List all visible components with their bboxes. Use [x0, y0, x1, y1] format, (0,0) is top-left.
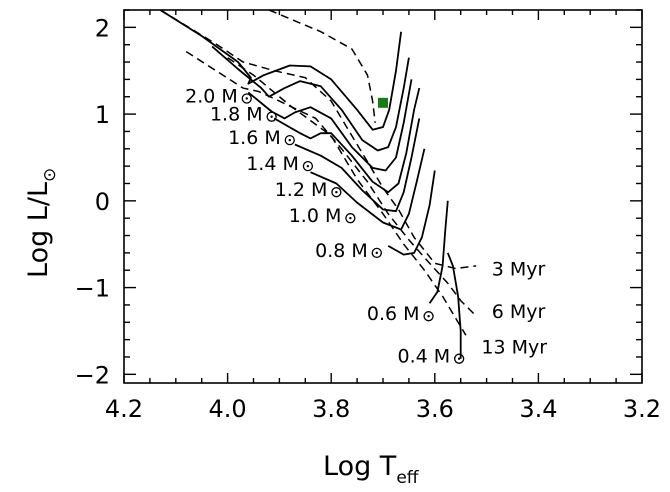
- sun-symbol-icon: [331, 187, 342, 198]
- sun-symbol-icon: [453, 353, 465, 364]
- track-1-6-m: [247, 79, 413, 172]
- sun-symbol-icon: [266, 111, 277, 122]
- highlight-square: [378, 97, 388, 108]
- sun-symbol-dot: [457, 357, 461, 360]
- y-tick-label: 2: [95, 14, 110, 42]
- track-0-4-m: [446, 252, 462, 359]
- sun-symbol-dot: [245, 97, 248, 100]
- track-2-0-m: [159, 10, 402, 131]
- sun-symbol-icon: [302, 160, 314, 172]
- track-0-6-m: [428, 200, 449, 304]
- x-tick-label: 3.4: [519, 395, 557, 423]
- mass-label-0-8-m: 0.8 M: [315, 240, 368, 262]
- sun-symbol-icon: [284, 134, 295, 146]
- x-tick-label: 3.6: [416, 395, 454, 423]
- y-axis-title: Log L/L⊙: [23, 168, 60, 278]
- sun-symbol-icon: [423, 311, 434, 322]
- y-tick-label: 0: [95, 188, 110, 216]
- mass-label-1-6-m: 1.6 M: [228, 127, 281, 149]
- mass-label-1-0-m: 1.0 M: [289, 205, 342, 227]
- mass-label-1-2-m: 1.2 M: [275, 179, 328, 201]
- y-tick-label: −2: [75, 361, 110, 389]
- x-axis-title: Log Teff: [323, 451, 420, 488]
- isochrone-top: [268, 10, 376, 123]
- mass-label-2-0-m: 2.0 M: [185, 85, 238, 107]
- isochrone-3-myr: [159, 10, 477, 270]
- track-1-2-m: [294, 118, 421, 213]
- axes: 4.2 4.0 3.8 3.6 3.4 3.2 −2 −1 0 1 2: [75, 9, 661, 423]
- isochrone-label-13-myr: 13 Myr: [481, 337, 547, 359]
- x-tick-label: 3.8: [312, 395, 350, 423]
- evolutionary-tracks: [159, 10, 462, 359]
- isochrone-label-6-myr: 6 Myr: [492, 301, 546, 323]
- isochrone-label-3-myr: 3 Myr: [492, 258, 546, 280]
- x-tick-label: 3.2: [623, 395, 661, 423]
- sun-symbol-icon: [371, 247, 382, 259]
- highlight-marker: [378, 97, 388, 108]
- sun-symbol-dot: [270, 115, 273, 118]
- track-1-4-m: [273, 87, 421, 194]
- labels: 2.0 M1.8 M1.6 M 1.4 M 1.2 M 1.0 M 0.8 M 0.6 M…: [185, 85, 547, 367]
- y-tick-label: 1: [95, 101, 110, 129]
- sun-symbol-dot: [427, 315, 430, 318]
- sun-symbol-dot: [375, 251, 378, 255]
- mass-label-1-8-m: 1.8 M: [210, 104, 263, 126]
- track-1-8-m: [211, 45, 410, 152]
- x-tick-label: 4.0: [209, 395, 247, 423]
- mass-label-1-4-m: 1.4 M: [246, 153, 299, 175]
- sun-symbol-icon: [241, 93, 252, 104]
- isochrone-6-myr: [185, 50, 475, 315]
- mass-label-0-6-m: 0.6 M: [367, 303, 420, 325]
- isochrone-13-myr: [227, 57, 467, 336]
- sun-symbol-dot: [335, 190, 338, 194]
- sun-symbol-dot: [349, 216, 352, 220]
- x-tick-label: 4.2: [105, 395, 143, 423]
- sun-symbol-dot: [306, 164, 310, 168]
- y-tick-label: −1: [75, 275, 110, 303]
- track-1-0-m: [310, 148, 426, 231]
- sun-symbol-icon: [345, 213, 356, 224]
- plot-frame: [123, 9, 643, 384]
- sun-symbol-dot: [288, 138, 291, 142]
- isochrones: [159, 10, 477, 336]
- track-0-8-m: [387, 170, 436, 256]
- mass-label-0-4-m: 0.4 M: [397, 346, 450, 368]
